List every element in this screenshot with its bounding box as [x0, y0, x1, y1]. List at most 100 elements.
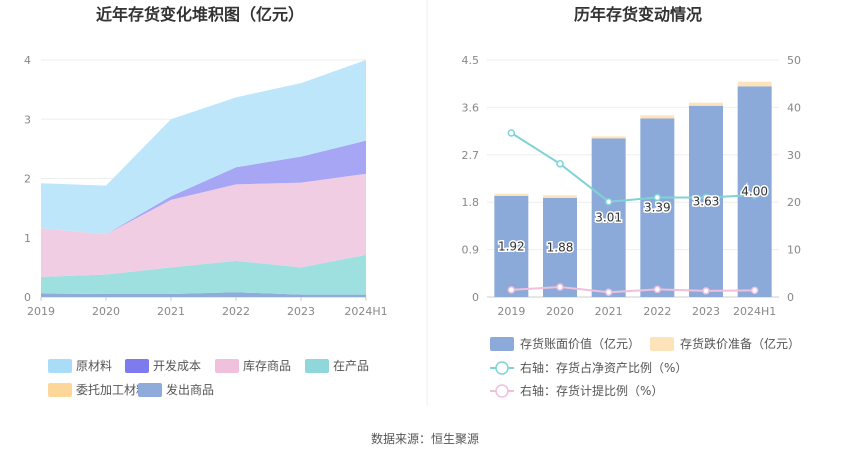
legend-label: 在产品 [333, 359, 369, 373]
bar-book-value [640, 118, 675, 298]
area-series-库存商品 [41, 173, 366, 277]
bar-impairment-reserve [737, 81, 772, 87]
bar-value-label: 3.39 [644, 201, 671, 215]
right-left-y-tick-label: 4.5 [462, 54, 480, 67]
legend-swatch [138, 383, 162, 397]
area-series-开发成本 [41, 140, 366, 235]
line-point [507, 129, 516, 137]
line-point [507, 286, 516, 294]
bar-value-label: 3.63 [693, 194, 720, 208]
right-chart-title: 历年存货变动情况 [574, 5, 702, 24]
legend-label: 发出商品 [166, 382, 214, 397]
left-x-axis-ticks: 2019 2020 2021 2022 2023 2024H1 [27, 305, 388, 318]
right-line-series [507, 129, 759, 297]
left-y-tick-label: 0 [24, 291, 31, 304]
line-series-右轴：存货占净资产比例（%） [510, 132, 755, 203]
legend-swatch [215, 359, 239, 373]
left-x-tick-label: 2021 [157, 305, 185, 318]
right-left-y-tick-label: 0.9 [462, 244, 480, 257]
right-left-y-tick-label: 2.7 [462, 149, 480, 162]
area-series-原材料 [41, 60, 366, 235]
line-point [556, 160, 564, 168]
right-right-y-tick-label: 30 [787, 149, 801, 162]
right-x-tick-label: 2023 [692, 305, 720, 318]
line-point [653, 285, 662, 294]
line-point [604, 288, 613, 297]
legend-label: 库存商品 [243, 358, 291, 373]
left-y-tick-label: 1 [24, 232, 31, 245]
data-source-note: 数据来源：恒生聚源 [371, 431, 479, 446]
legend-label: 存货跌价准备（亿元） [680, 336, 800, 351]
bar-book-value [591, 138, 626, 297]
left-y-tick-label: 4 [24, 54, 31, 67]
right-x-tick-label: 2022 [643, 305, 671, 318]
right-right-y-tick-label: 0 [787, 291, 794, 304]
legend-label: 开发成本 [153, 358, 201, 373]
right-left-y-tick-label: 3.6 [462, 101, 480, 114]
bar-impairment-reserve [689, 102, 723, 106]
left-x-tick-label: 2019 [27, 305, 55, 318]
left-y-tick-label: 3 [24, 113, 31, 126]
left-x-tick-label: 2022 [222, 305, 250, 318]
right-legend: 存货账面价值（亿元） 存货跌价准备（亿元） 右轴：存货占净资产比例（%） 右轴：存货计… [490, 336, 800, 398]
bar-book-value [543, 197, 577, 297]
bar-impairment-reserve [591, 136, 626, 139]
legend-swatch [48, 383, 72, 397]
right-gridlines [487, 59, 779, 298]
bar-book-value [494, 195, 529, 297]
bar-impairment-reserve [543, 195, 577, 198]
bar-value-label: 4.00 [741, 185, 768, 199]
legend-label: 右轴：存货占净资产比例（%） [520, 360, 687, 375]
legend-swatch [305, 359, 329, 373]
legend-line-marker [495, 384, 509, 398]
left-y-tick-label: 2 [24, 173, 31, 186]
inventory-bar-line-chart: 历年存货变动情况 1.92 1.88 3.01 3.39 3.63 4.00 0 0.9 1.… [462, 5, 802, 398]
line-point [702, 287, 710, 295]
legend-label: 右轴：存货计提比例（%） [520, 383, 663, 398]
legend-label: 原材料 [76, 359, 112, 373]
legend-label: 存货账面价值（亿元） [520, 336, 640, 351]
right-right-y-tick-label: 10 [787, 244, 801, 257]
left-chart-title: 近年存货变化堆积图（亿元） [96, 5, 304, 24]
area-series-在产品 [41, 254, 366, 295]
left-area-series [41, 60, 366, 297]
left-x-tick-label: 2023 [287, 305, 315, 318]
right-x-tick-label: 2020 [546, 305, 574, 318]
legend-line-marker [495, 361, 509, 375]
right-x-tick-label: 2021 [595, 305, 623, 318]
line-point [556, 283, 564, 291]
bar-impairment-reserve [494, 193, 529, 196]
right-left-y-tick-label: 1.8 [462, 196, 480, 209]
line-point [750, 286, 759, 295]
legend-swatch [48, 359, 72, 373]
legend-swatch [650, 337, 674, 351]
line-point [702, 193, 710, 202]
right-bar-value-labels: 1.92 1.88 3.01 3.39 3.63 4.00 [496, 183, 769, 256]
line-point [604, 197, 613, 206]
line-point [750, 191, 759, 199]
right-right-axis-ticks: 0 10 20 30 40 50 [787, 54, 801, 304]
bar-book-value [689, 105, 723, 297]
area-series-发出商品 [41, 292, 366, 297]
left-x-tick-label: 2020 [92, 305, 120, 318]
left-y-axis-ticks: 0 1 2 3 4 [24, 54, 31, 304]
right-x-axis-ticks: 2019 2020 2021 2022 2023 2024H1 [497, 305, 776, 318]
line-point [653, 193, 662, 202]
legend-swatch [125, 359, 149, 373]
right-x-tick-label: 2019 [497, 305, 525, 318]
right-right-y-tick-label: 20 [787, 196, 801, 209]
left-x-tick-label: 2024H1 [344, 305, 387, 318]
stacked-area-chart: 近年存货变化堆积图（亿元） 0 1 2 3 4 2019 2020 2021 2022 2023… [24, 5, 388, 397]
bar-value-label: 1.92 [498, 239, 525, 253]
line-series-右轴：存货计提比例（%） [511, 286, 755, 294]
right-right-y-tick-label: 50 [787, 54, 801, 67]
right-left-axis-ticks: 0 0.9 1.8 2.7 3.6 4.5 [462, 54, 480, 304]
right-left-y-tick-label: 0 [472, 291, 479, 304]
bar-value-label: 1.88 [547, 240, 574, 254]
bar-impairment-reserve [640, 115, 675, 119]
bar-value-label: 3.01 [595, 211, 622, 225]
legend-label: 委托加工材料 [76, 383, 148, 397]
right-right-y-tick-label: 40 [787, 101, 801, 114]
